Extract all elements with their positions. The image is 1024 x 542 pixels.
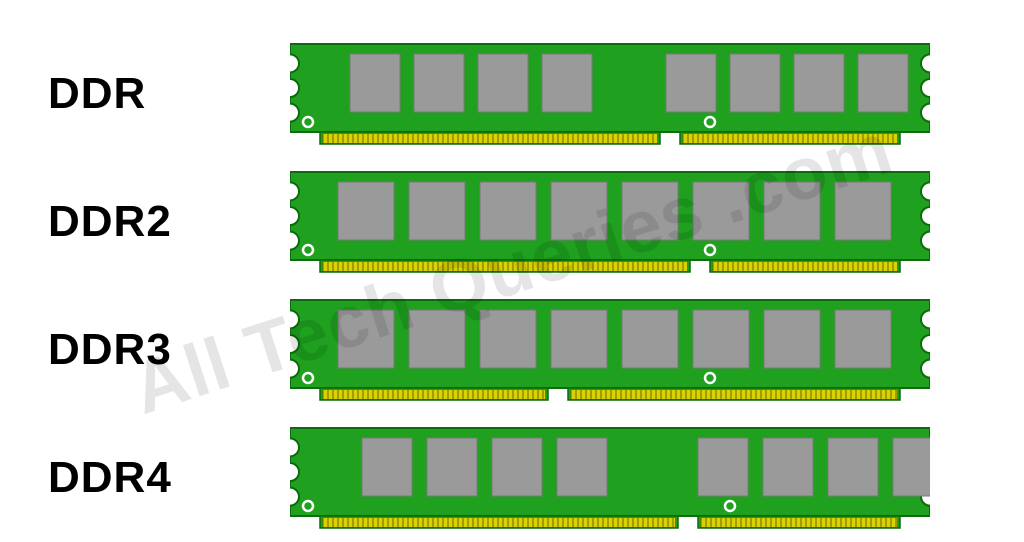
row-ddr4: DDR4	[0, 414, 1024, 542]
row-ddr3: DDR3	[0, 286, 1024, 414]
ram-comparison-rows: DDR DDR2 DDR3 DDR4	[0, 30, 1024, 542]
label-ddr2: DDR2	[0, 197, 290, 247]
module-ddr2	[290, 166, 930, 279]
module-ddr	[290, 38, 930, 151]
label-ddr3: DDR3	[0, 325, 290, 375]
module-ddr3	[290, 294, 930, 407]
label-ddr: DDR	[0, 69, 290, 119]
row-ddr: DDR	[0, 30, 1024, 158]
row-ddr2: DDR2	[0, 158, 1024, 286]
module-ddr4	[290, 422, 930, 535]
label-ddr4: DDR4	[0, 453, 290, 503]
